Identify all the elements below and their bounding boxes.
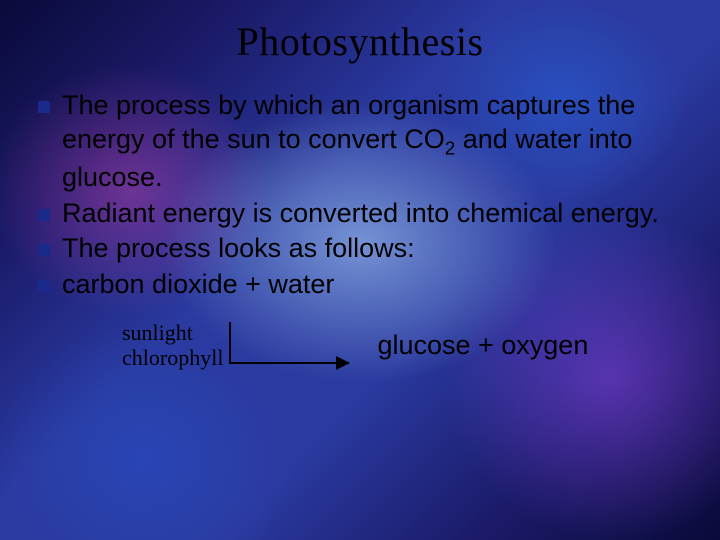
equation-condition-labels: sunlight chlorophyll — [122, 320, 223, 371]
bullet-square-icon — [38, 280, 50, 292]
slide-title: Photosynthesis — [32, 18, 688, 65]
bullet-square-icon — [38, 209, 50, 221]
bullet-square-icon — [38, 244, 50, 256]
list-item: Radiant energy is converted into chemica… — [38, 197, 688, 231]
bullet-text: The process by which an organism capture… — [62, 89, 688, 195]
bullet-list: The process by which an organism capture… — [32, 89, 688, 302]
bullet-text: The process looks as follows: — [62, 232, 415, 266]
list-item: The process looks as follows: — [38, 232, 688, 266]
equation-bottom-label: chlorophyll — [122, 345, 223, 370]
equation-result: glucose + oxygen — [377, 330, 588, 361]
equation-top-label: sunlight — [122, 320, 223, 345]
list-item: carbon dioxide + water — [38, 268, 688, 302]
bullet-text: carbon dioxide + water — [62, 268, 334, 302]
bullet-square-icon — [38, 101, 50, 113]
arrow-icon — [229, 362, 349, 364]
slide: Photosynthesis The process by which an o… — [0, 0, 720, 540]
list-item: The process by which an organism capture… — [38, 89, 688, 195]
bullet-text: Radiant energy is converted into chemica… — [62, 197, 659, 231]
equation-row: sunlight chlorophyll glucose + oxygen — [32, 320, 688, 371]
